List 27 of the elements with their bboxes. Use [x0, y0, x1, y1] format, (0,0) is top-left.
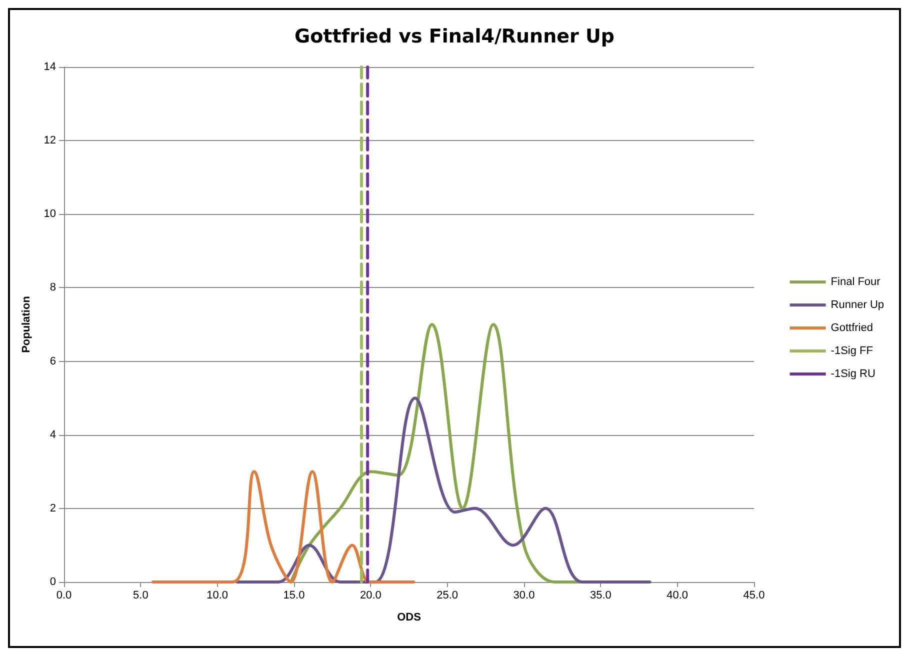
y-tick-label: 12: [44, 134, 56, 147]
y-tick-label: 0: [50, 576, 56, 588]
legend-label: Gottfried: [830, 322, 873, 334]
x-tick-label: 0.0: [56, 590, 72, 602]
x-tick-label: 40.0: [666, 590, 688, 602]
x-tick-label: 45.0: [743, 590, 765, 602]
x-tick-label: 25.0: [436, 590, 458, 602]
y-tick-label: 6: [50, 355, 56, 368]
x-tick-label: 20.0: [360, 590, 382, 602]
legend-label: Runner Up: [830, 299, 884, 311]
y-tick-label: 14: [44, 61, 56, 73]
x-tick-label: 35.0: [590, 590, 612, 602]
legend-label: Final Four: [830, 276, 881, 288]
legend-label: -1Sig FF: [830, 345, 874, 357]
y-tick-label: 2: [50, 502, 56, 514]
x-tick-label: 15.0: [283, 590, 305, 602]
x-tick-label: 5.0: [133, 590, 148, 602]
y-tick-label: 8: [50, 282, 56, 294]
line-series: [236, 396, 652, 584]
x-tick-label: 10.0: [206, 590, 228, 602]
y-tick-label: 10: [44, 208, 56, 220]
y-tick-label: 4: [50, 428, 56, 441]
y-axis-title: Population: [20, 296, 32, 353]
legend-label: -1Sig RU: [830, 368, 876, 380]
x-tick-label: 30.0: [513, 590, 535, 602]
chart-title: Gottfried vs Final4/Runner Up: [294, 26, 614, 48]
x-axis-title: ODS: [397, 612, 421, 624]
